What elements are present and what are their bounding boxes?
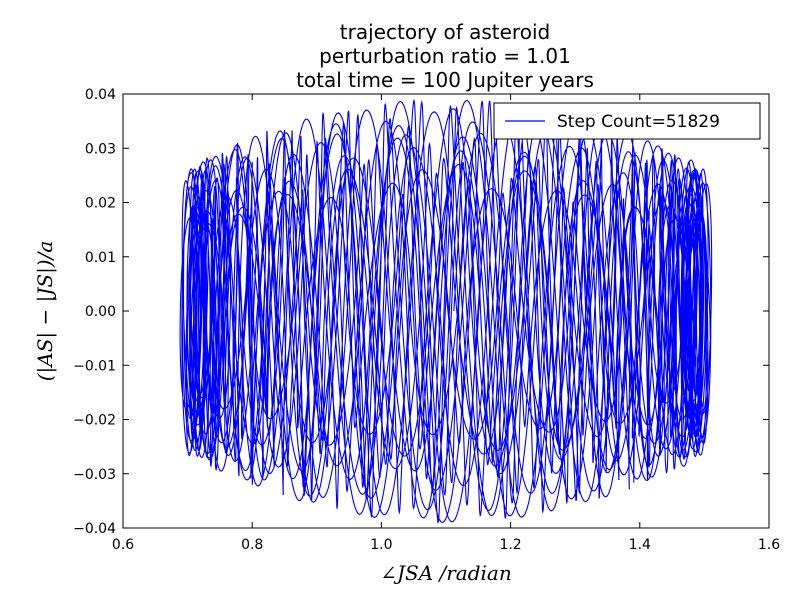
legend: Step Count=51829	[493, 102, 761, 140]
x-tick-label: 1.2	[499, 537, 521, 553]
y-axis-label: (|AS| − |JS|)/a	[33, 241, 58, 382]
x-tick-label: 0.8	[241, 537, 263, 553]
y-tick-label: −0.02	[73, 413, 116, 429]
legend-label: Step Count=51829	[557, 112, 720, 132]
x-tick-label: 1.0	[370, 537, 392, 553]
chart-title-line-2: perturbation ratio = 1.01	[319, 44, 571, 68]
y-tick-label: −0.03	[73, 467, 116, 483]
x-tick-label: 1.6	[758, 537, 780, 553]
y-tick-label: 0.02	[85, 196, 116, 212]
x-axis-label: ∠JSA /radian	[380, 561, 512, 585]
ticks-layer: 0.6 0.8 1.0 1.2 1.4 1.6 −0.04 −0.03 −0.02 −0.01 0.…	[73, 87, 780, 553]
chart-title-line-3: total time = 100 Jupiter years	[296, 68, 594, 92]
x-tick-label: 1.4	[629, 537, 651, 553]
trajectory-layer	[179, 98, 713, 524]
y-tick-label: −0.04	[73, 521, 116, 537]
series-step-count-line	[179, 98, 713, 524]
y-tick-label: 0.03	[85, 141, 116, 157]
y-tick-label: 0.00	[85, 304, 116, 320]
y-tick-label: 0.04	[85, 87, 116, 103]
chart-title-line-1: trajectory of asteroid	[339, 20, 551, 44]
y-tick-label: 0.01	[85, 250, 116, 266]
y-tick-label: −0.01	[73, 358, 116, 374]
x-tick-label: 0.6	[112, 537, 134, 553]
